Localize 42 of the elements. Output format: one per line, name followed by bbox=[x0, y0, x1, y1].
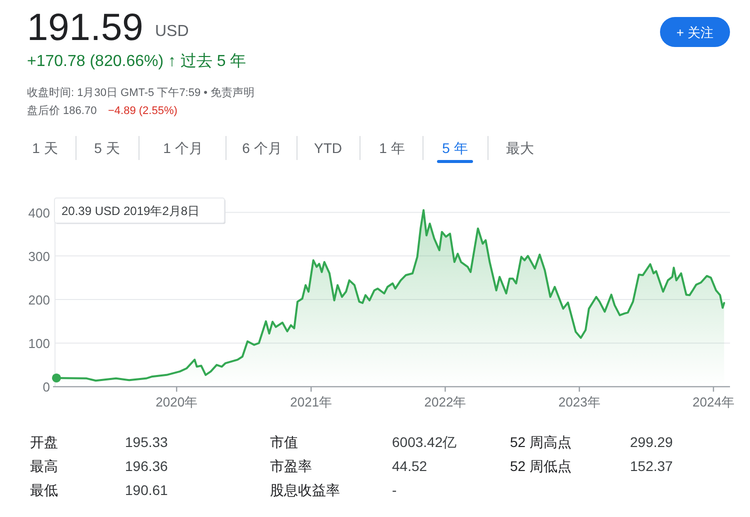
x-tick-label: 2022年 bbox=[424, 394, 466, 410]
y-tick-label: 300 bbox=[28, 248, 50, 264]
text: 5 天 bbox=[94, 140, 120, 156]
text: USD bbox=[155, 23, 189, 40]
y-tick-label: 200 bbox=[28, 292, 50, 308]
text: 收盘时间: 1月30日 GMT-5 下午7:59 • 免责声明 bbox=[27, 86, 255, 99]
text: 152.37 bbox=[630, 458, 674, 474]
x-tick-label: 2023年 bbox=[558, 394, 600, 410]
text: YTD bbox=[314, 140, 342, 156]
text: −4.89 (2.55%) bbox=[108, 105, 178, 117]
text: 190.61 bbox=[125, 482, 168, 498]
text: 5 年 bbox=[442, 140, 468, 156]
text: 盘后价 186.70 bbox=[27, 104, 97, 117]
annotation: 20.39 USD 2019年2月8日 bbox=[61, 204, 200, 218]
text: 市值 bbox=[270, 434, 298, 450]
chart-subtitle: +170.78 (820.66%) ↑ 过去 5 年 bbox=[27, 52, 246, 70]
y-tick-label: 100 bbox=[28, 336, 50, 352]
text: 52 周高点 bbox=[510, 434, 572, 450]
x-tick-label: 2021年 bbox=[290, 394, 332, 410]
text: - bbox=[392, 482, 397, 498]
text: 299.29 bbox=[630, 434, 674, 450]
text: 开盘 bbox=[30, 434, 58, 450]
y-tick-label: 400 bbox=[28, 205, 50, 220]
text: 最高 bbox=[30, 458, 58, 474]
text: 1 年 bbox=[379, 140, 405, 156]
text: 股息收益率 bbox=[270, 482, 340, 498]
text: 市盈率 bbox=[270, 458, 312, 474]
text: 44.52 bbox=[392, 458, 428, 474]
text: + 关注 bbox=[676, 25, 714, 40]
text: 1 个月 bbox=[163, 140, 203, 156]
x-tick-label: 2024年 bbox=[692, 394, 734, 410]
text: 6003.42亿 bbox=[392, 434, 457, 450]
text: 6 个月 bbox=[242, 140, 282, 156]
text: 最低 bbox=[30, 482, 58, 498]
text: 195.33 bbox=[125, 434, 168, 450]
y-tick-label: 0 bbox=[42, 380, 50, 395]
text: 52 周低点 bbox=[510, 458, 572, 474]
x-tick-label: 2020年 bbox=[156, 394, 198, 410]
text: 1 天 bbox=[32, 140, 58, 156]
text: 最大 bbox=[506, 140, 534, 156]
text: 196.36 bbox=[125, 458, 168, 474]
chart-title: 191.59 bbox=[27, 7, 144, 49]
